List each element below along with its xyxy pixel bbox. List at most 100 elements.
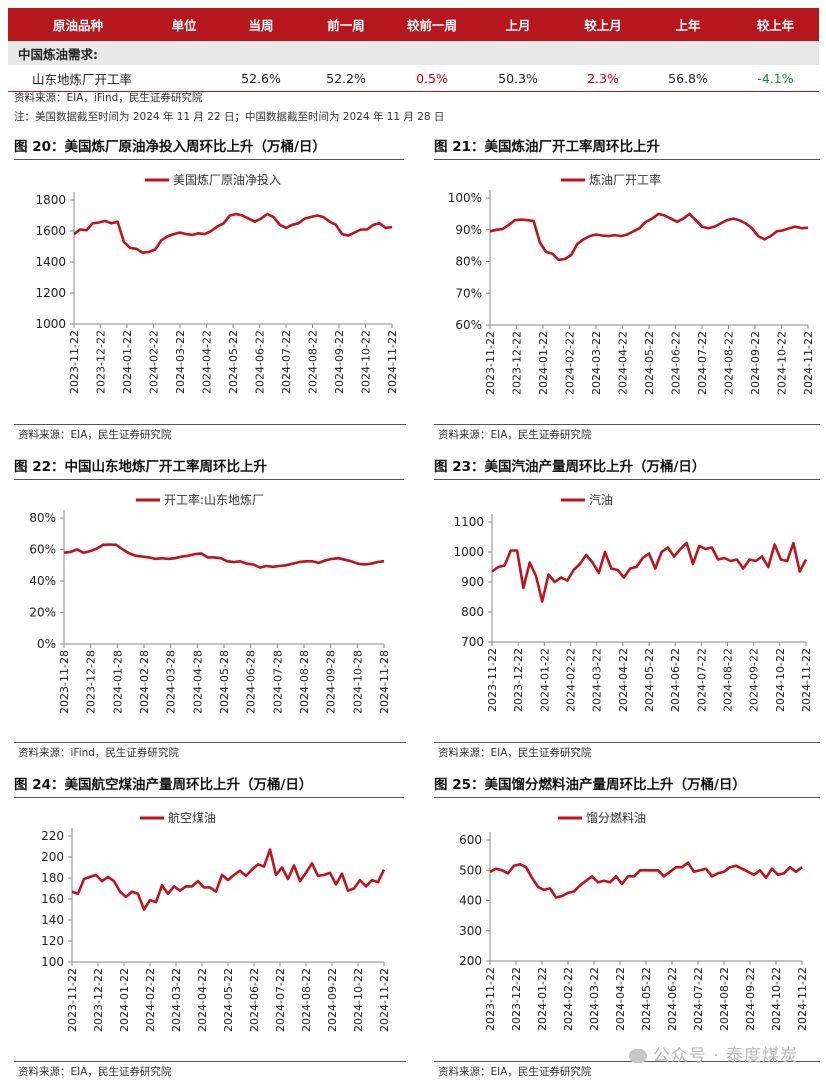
x-tick-label: 2024-03-22 (591, 648, 604, 712)
header-change-month: 较上月 (562, 8, 644, 41)
x-tick-label: 2024-06-22 (254, 330, 267, 394)
cell-current: 52.6% (220, 65, 302, 92)
x-tick-label: 2024-10-22 (352, 968, 365, 1032)
y-tick-label: 1400 (35, 255, 66, 269)
figure-21-bottom-rule (434, 424, 820, 425)
x-tick-label: 2024-11-22 (800, 648, 813, 712)
x-tick-label: 2024-02-22 (562, 967, 575, 1031)
x-tick-label: 2024-04-22 (617, 648, 630, 712)
y-tick-label: 0% (37, 637, 56, 651)
x-tick-label: 2024-01-28 (111, 650, 124, 714)
cell-change-year: -4.1% (732, 65, 819, 92)
x-tick-label: 2024-10-22 (776, 331, 789, 395)
x-tick-label: 2024-01-22 (121, 330, 134, 394)
x-tick-label: 2024-11-22 (378, 968, 391, 1032)
figure-20-bottom-rule (14, 424, 406, 425)
x-tick-label: 2024-03-22 (170, 968, 183, 1032)
figure-23-source: 资料来源：EIA，民生证券研究院 (438, 747, 592, 759)
figure-25-bottom-rule (434, 1061, 820, 1062)
legend-label: 馏分燃料油 (586, 810, 646, 825)
figure-25-title: 图 25：美国馏分燃料油产量周环比上升（万桶/日） (434, 773, 820, 798)
x-tick-label: 2023-12-22 (511, 331, 524, 395)
y-tick-label: 1800 (35, 193, 66, 207)
y-tick-label: 180 (41, 871, 64, 885)
x-tick-label: 2024-06-28 (245, 650, 258, 714)
y-tick-label: 80% (455, 255, 482, 269)
x-tick-label: 2024-05-22 (222, 968, 235, 1032)
y-tick-label: 80% (29, 511, 56, 525)
figure-22-bottom-rule (14, 742, 406, 743)
x-tick-label: 2024-01-22 (536, 967, 549, 1031)
y-tick-label: 1100 (453, 515, 484, 529)
x-tick-label: 2024-07-22 (280, 330, 293, 394)
x-tick-label: 2024-03-28 (165, 650, 178, 714)
y-tick-label: 100 (41, 955, 64, 969)
x-tick-label: 2024-08-28 (298, 650, 311, 714)
x-tick-label: 2024-09-22 (333, 330, 346, 394)
figure-20-source: 资料来源：EIA，民生证券研究院 (18, 429, 172, 441)
x-tick-label: 2024-11-22 (802, 331, 815, 395)
chart-shandong-refinery-rate: 开工率:山东地炼厂 0% 20% 40% 60% 80% 2023-11-28 2023-12… (29, 492, 391, 714)
x-tick-label: 2023-12-22 (510, 967, 523, 1031)
x-tick-label: 2024-06-22 (248, 968, 261, 1032)
x-tick-label: 2024-04-22 (614, 967, 627, 1031)
x-tick-label: 2023-11-28 (58, 650, 71, 714)
y-tick-label: 120 (41, 934, 64, 948)
x-tick-label: 2024-07-22 (695, 648, 708, 712)
x-tick-label: 2023-12-22 (95, 330, 108, 394)
chart-us-jet-fuel-output: 航空煤油 100 120 140 160 180 200 220 2023-11-22 2023-… (41, 810, 391, 1032)
figure-25-source: 资料来源：EIA，民生证券研究院 (438, 1066, 592, 1078)
x-tick-label: 2024-08-22 (722, 648, 735, 712)
x-tick-label: 2024-07-28 (271, 650, 284, 714)
x-tick-label: 2024-09-22 (748, 648, 761, 712)
y-tick-label: 200 (459, 954, 482, 968)
x-tick-label: 2024-04-22 (617, 331, 630, 395)
x-tick-label: 2024-08-22 (718, 967, 731, 1031)
table-row: 山东地炼厂开工率 52.6% 52.2% 0.5% 50.3% 2.3% 56.… (8, 65, 819, 92)
chart-us-refinery-net-input: 美国炼厂原油净投入 1000 1200 1400 1600 1800 2023-11-22 2… (35, 172, 399, 394)
y-tick-label: 600 (459, 833, 482, 847)
x-tick-label: 2023-11-22 (484, 331, 497, 395)
y-tick-label: 90% (455, 223, 482, 237)
x-tick-label: 2024-07-22 (274, 968, 287, 1032)
y-tick-label: 60% (29, 543, 56, 557)
y-tick-label: 400 (459, 894, 482, 908)
y-tick-label: 140 (41, 913, 64, 927)
figure-24-title: 图 24：美国航空煤油产量周环比上升（万桶/日） (14, 773, 404, 798)
x-tick-label: 2023-11-22 (484, 967, 497, 1031)
x-tick-label: 2023-12-22 (512, 648, 525, 712)
y-tick-label: 160 (41, 892, 64, 906)
x-tick-label: 2024-09-28 (325, 650, 338, 714)
watermark: 公众号 · 泰度煤炭 (628, 1041, 798, 1066)
figure-22-title: 图 22：中国山东地炼厂开工率周环比上升 (14, 455, 404, 480)
cell-month: 50.3% (474, 65, 562, 92)
y-tick-label: 1000 (35, 317, 66, 331)
y-tick-label: 900 (461, 575, 484, 589)
header-last-month: 上月 (474, 8, 562, 41)
y-tick-label: 60% (455, 318, 482, 332)
chart-us-gasoline-output: 汽油 700 800 900 1000 1100 2023-11-22 2023-12-22 2… (453, 492, 813, 712)
y-tick-label: 1200 (35, 286, 66, 300)
x-tick-label: 2024-05-28 (218, 650, 231, 714)
section-label: 中国炼油需求: (8, 41, 819, 65)
series-line (73, 212, 393, 254)
x-tick-label: 2024-04-22 (201, 330, 214, 394)
y-tick-label: 70% (455, 286, 482, 300)
table-date-note: 注：美国数据截至时间为 2024 年 11 月 22 日；中国数据截至时间为 2… (14, 111, 445, 123)
x-tick-label: 2024-10-28 (351, 650, 364, 714)
x-tick-label: 2024-10-22 (770, 967, 783, 1031)
legend-label: 美国炼厂原油净投入 (173, 172, 281, 187)
y-tick-label: 20% (29, 606, 56, 620)
y-tick-label: 40% (29, 574, 56, 588)
figure-21-title: 图 21：美国炼油厂开工率周环比上升 (434, 135, 820, 160)
x-tick-label: 2024-05-22 (640, 967, 653, 1031)
x-tick-label: 2024-02-22 (565, 648, 578, 712)
series-line (489, 861, 803, 899)
table-section-row: 中国炼油需求: (8, 41, 819, 65)
cell-unit (148, 65, 220, 92)
x-tick-label: 2023-11-22 (66, 968, 79, 1032)
x-tick-label: 2024-03-22 (588, 967, 601, 1031)
x-tick-label: 2024-02-22 (148, 330, 161, 394)
oil-demand-table: 原油品种 单位 当周 前一周 较前一周 上月 较上月 上年 较上年 中国炼油需求… (8, 8, 819, 92)
series-line (489, 212, 809, 262)
